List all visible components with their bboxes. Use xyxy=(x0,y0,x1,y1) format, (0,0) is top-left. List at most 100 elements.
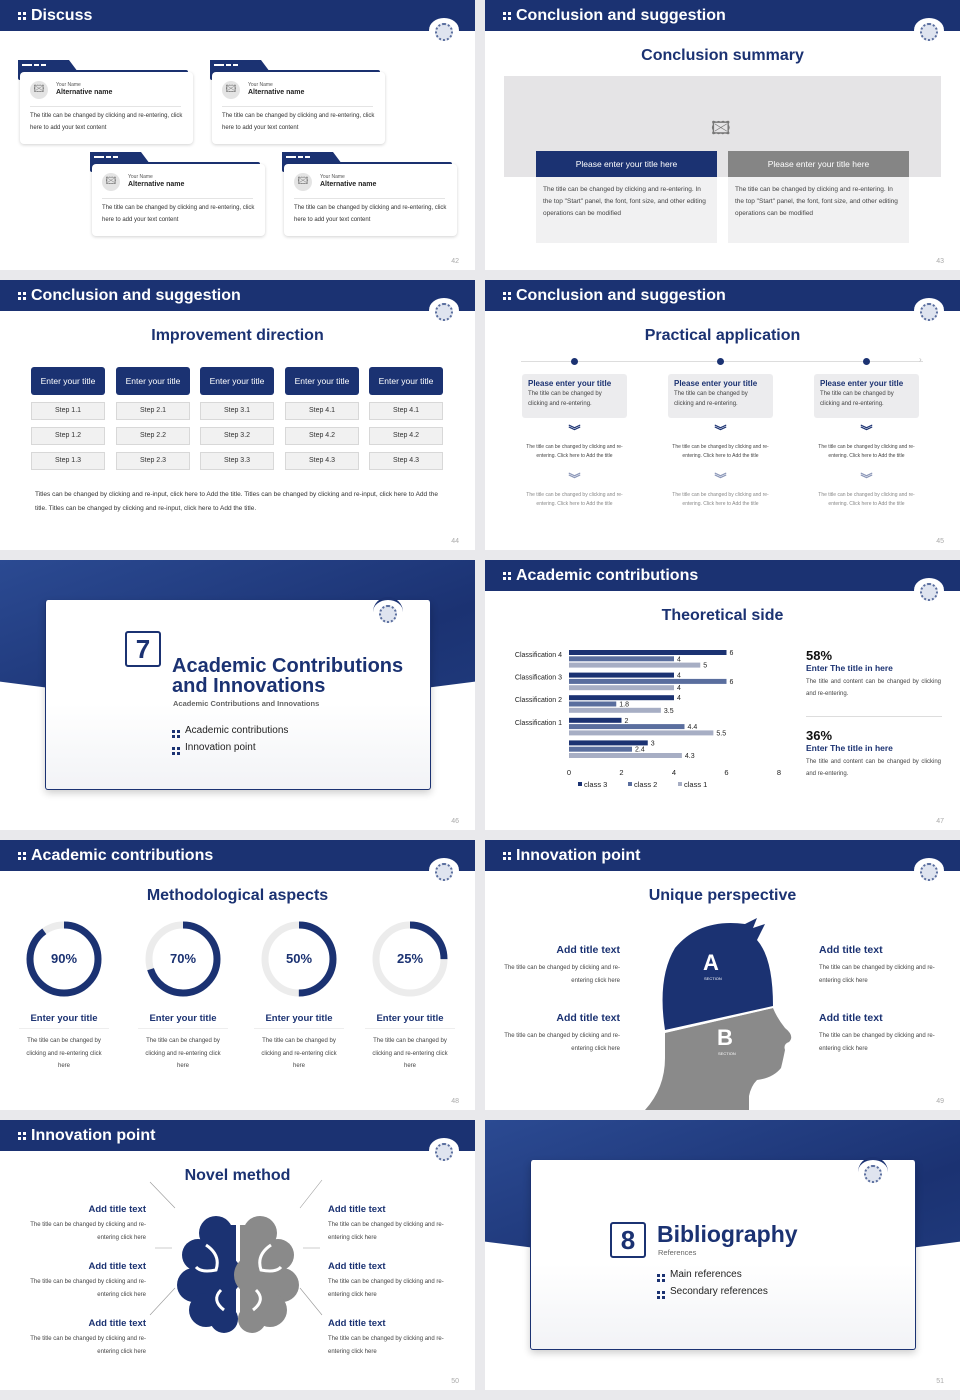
divider xyxy=(102,198,253,199)
item-text: The title can be changed by clicking and… xyxy=(261,1038,337,1069)
step-box[interactable]: Step 2.3 xyxy=(116,452,190,470)
column-title-button[interactable]: Enter your title xyxy=(369,367,443,395)
header-title: Academic contributions xyxy=(516,567,699,584)
grid-dots-icon xyxy=(657,1274,665,1282)
bar-chart: Classification 4 6 4 5 Classification 3 4 6 4 Cl… xyxy=(515,650,781,789)
x-tick-label: 4 xyxy=(672,768,676,777)
x-tick-label: 8 xyxy=(777,768,781,777)
column-title-button[interactable]: Enter your title xyxy=(31,367,105,395)
section-subtitle: References xyxy=(658,1248,697,1257)
slide-46[interactable]: 7 Academic Contributions and Innovations … xyxy=(0,560,475,830)
bar xyxy=(569,662,701,668)
card-tab xyxy=(18,60,78,72)
item-text: The title can be changed by clicking and… xyxy=(26,1038,102,1069)
step-box[interactable]: Step 2.1 xyxy=(116,402,190,420)
bullet-item[interactable]: Innovation point xyxy=(172,739,288,756)
section-b-caption: SECTION xyxy=(718,1051,736,1056)
item-text: The title can be changed by clicking and… xyxy=(819,1033,935,1052)
slide-header: Academic contributions xyxy=(485,560,960,591)
your-name-label: Your Name xyxy=(56,82,81,88)
text-box-1[interactable]: The title can be changed by clicking and… xyxy=(536,176,717,243)
x-tick-label: 0 xyxy=(567,768,571,777)
title-box[interactable]: Please enter your title The title can be … xyxy=(668,374,773,418)
step-box[interactable]: Step 4.1 xyxy=(369,402,443,420)
bar xyxy=(569,672,674,678)
slide-47[interactable]: Academic contributions Theoretical side … xyxy=(485,560,960,830)
item-title: Enter your title xyxy=(254,1013,344,1029)
slide-49[interactable]: Innovation point Unique perspective A SE… xyxy=(485,840,960,1110)
connector-line xyxy=(299,1179,323,1209)
step-box[interactable]: Step 1.1 xyxy=(31,402,105,420)
step-box[interactable]: Step 3.1 xyxy=(200,402,274,420)
alternative-name: Alternative name xyxy=(248,89,305,96)
step-box[interactable]: Step 1.2 xyxy=(31,427,105,445)
title-line-1: Academic Contributions xyxy=(172,655,404,677)
header-title: Conclusion and suggestion xyxy=(516,7,726,24)
step-box[interactable]: Step 4.3 xyxy=(369,452,443,470)
profile-card[interactable]: 🖾 Your Name Alternative name The title c… xyxy=(90,152,265,236)
bar xyxy=(569,650,727,655)
bullet-item[interactable]: Secondary references xyxy=(657,1283,768,1300)
university-logo xyxy=(914,855,944,885)
image-icon[interactable]: 🖾 xyxy=(102,173,120,191)
item-text: The title can be changed by clicking and… xyxy=(328,1336,444,1355)
text-box-2[interactable]: The title can be changed by clicking and… xyxy=(728,176,909,243)
progress-donut xyxy=(26,921,102,997)
bar xyxy=(569,753,682,758)
slide-42[interactable]: Discuss 🖾 Your Name Alternative name The… xyxy=(0,0,475,270)
column-title-button[interactable]: Enter your title xyxy=(116,367,190,395)
step-box[interactable]: Step 4.1 xyxy=(285,402,359,420)
item-text: The title can be changed by clicking and… xyxy=(819,965,935,984)
page-number: 43 xyxy=(936,258,944,265)
double-chevron-down-icon: ︾ xyxy=(568,472,581,486)
title-box-1[interactable]: Please enter your title here xyxy=(536,151,717,177)
image-icon[interactable]: 🖾 xyxy=(294,173,312,191)
bullet-item[interactable]: Main references xyxy=(657,1266,768,1283)
profile-card[interactable]: 🖾 Your Name Alternative name The title c… xyxy=(18,60,193,144)
item-text: The title can be changed by clicking and… xyxy=(504,965,620,984)
connector-line xyxy=(149,1287,176,1316)
slide-header: Conclusion and suggestion xyxy=(485,0,960,31)
step-box[interactable]: Step 3.2 xyxy=(200,427,274,445)
profile-card[interactable]: 🖾 Your Name Alternative name The title c… xyxy=(282,152,457,236)
item-title: Add title text xyxy=(819,1012,883,1024)
add-image-icon[interactable]: 🖾 xyxy=(711,118,731,138)
header-title: Discuss xyxy=(31,7,93,24)
section-card xyxy=(45,600,431,790)
bullet-item[interactable]: Academic contributions xyxy=(172,722,288,739)
slide-45[interactable]: Conclusion and suggestion Practical appl… xyxy=(485,280,960,550)
step-box[interactable]: Step 1.3 xyxy=(31,452,105,470)
step-text: The title can be changed by clicking and… xyxy=(526,492,623,507)
item-title: Enter your title xyxy=(365,1013,455,1029)
card-body: 🖾 Your Name Alternative name The title c… xyxy=(212,72,385,144)
image-icon[interactable]: 🖾 xyxy=(222,81,240,99)
title-box[interactable]: Please enter your title The title can be … xyxy=(522,374,627,418)
item-title: Add title text xyxy=(328,1261,386,1272)
slide-51[interactable]: 8 Bibliography References Main reference… xyxy=(485,1120,960,1390)
head-silhouette-icon xyxy=(645,918,792,1110)
step-box[interactable]: Step 2.2 xyxy=(116,427,190,445)
progress-donut xyxy=(261,921,337,997)
image-icon[interactable]: 🖾 xyxy=(30,81,48,99)
stat-title: Enter The title in here xyxy=(806,743,893,753)
slide-44[interactable]: Conclusion and suggestion Improvement di… xyxy=(0,280,475,550)
slide-subtitle: Practical application xyxy=(644,327,801,344)
page-number: 46 xyxy=(451,818,459,825)
step-box[interactable]: Step 4.3 xyxy=(285,452,359,470)
grid-dots-icon xyxy=(503,851,511,860)
column-title-button[interactable]: Enter your title xyxy=(200,367,274,395)
step-box[interactable]: Step 3.3 xyxy=(200,452,274,470)
slide-43[interactable]: Conclusion and suggestion Conclusion sum… xyxy=(485,0,960,270)
title-box-2[interactable]: Please enter your title here xyxy=(728,151,909,177)
donut-percent: 90% xyxy=(50,951,78,966)
column-title-button[interactable]: Enter your title xyxy=(285,367,359,395)
card-tab xyxy=(210,60,270,72)
card-body: 🖾 Your Name Alternative name The title c… xyxy=(284,164,457,236)
step-box[interactable]: Step 4.2 xyxy=(285,427,359,445)
bullet-label: Secondary references xyxy=(670,1286,768,1297)
step-box[interactable]: Step 4.2 xyxy=(369,427,443,445)
slide-48[interactable]: Academic contributions Methodological as… xyxy=(0,840,475,1110)
slide-50[interactable]: Innovation point Novel method Add title … xyxy=(0,1120,475,1390)
profile-card[interactable]: 🖾 Your Name Alternative name The title c… xyxy=(210,60,385,144)
title-box[interactable]: Please enter your title The title can be … xyxy=(814,374,919,418)
